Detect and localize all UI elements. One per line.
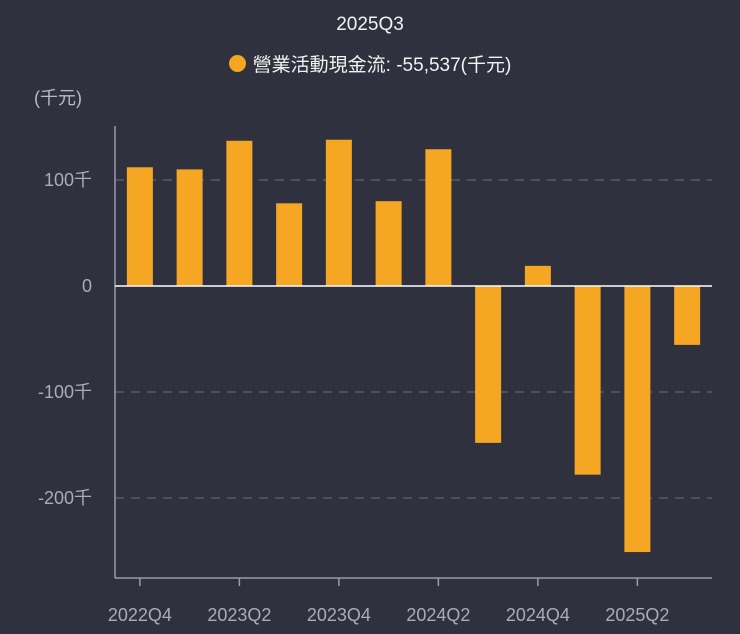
y-tick-label: -200千 [38, 488, 92, 508]
bar-2023Q2 [226, 140, 253, 286]
y-tick-label: 0 [82, 276, 92, 296]
x-tick-label: 2024Q4 [506, 605, 570, 625]
y-axis-unit-label: (千元) [34, 88, 82, 108]
y-tick-label: -100千 [38, 382, 92, 402]
bar-2024Q3 [475, 286, 502, 443]
chart-title: 2025Q3 [336, 14, 404, 35]
bar-2023Q3 [276, 203, 303, 286]
legend-color-dot [228, 55, 246, 72]
y-tick-label: 100千 [44, 170, 92, 190]
bar-2024Q2 [425, 149, 452, 286]
bar-2024Q4 [524, 265, 551, 286]
legend[interactable]: 營業活動現金流: -55,537(千元) [0, 50, 740, 77]
bar-2023Q1 [176, 169, 203, 286]
bar-2025Q2 [624, 286, 651, 553]
x-tick-label: 2023Q4 [307, 605, 371, 625]
bar-2022Q4 [126, 167, 153, 286]
bar-2024Q1 [375, 201, 402, 286]
legend-label: 營業活動現金流: -55,537(千元) [252, 55, 512, 76]
bar-2023Q4 [325, 139, 352, 286]
bar-2025Q1 [574, 286, 601, 475]
x-tick-label: 2023Q2 [207, 605, 271, 625]
x-tick-label: 2022Q4 [108, 605, 172, 625]
x-tick-label: 2024Q2 [406, 605, 470, 625]
x-tick-label: 2025Q2 [605, 605, 669, 625]
bar-2025Q3 [674, 286, 701, 345]
